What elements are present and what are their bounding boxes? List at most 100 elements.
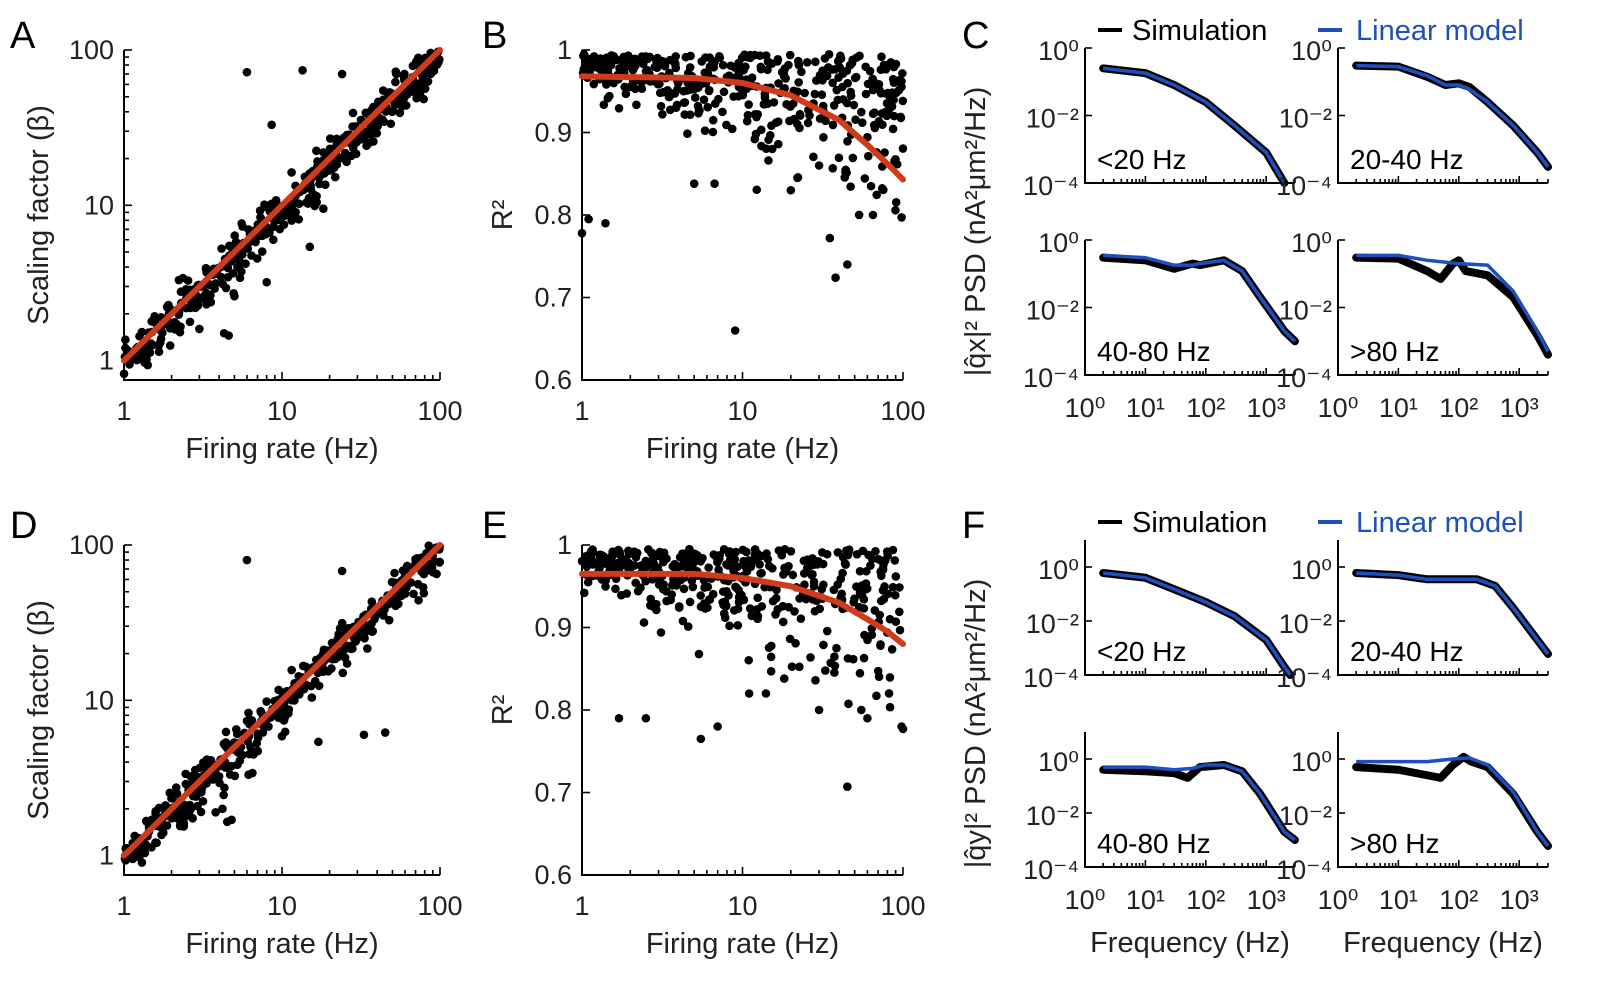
data-point (225, 770, 235, 779)
data-point (697, 57, 707, 66)
data-point (142, 355, 151, 364)
data-point (380, 728, 390, 737)
data-point (294, 199, 304, 208)
x-tick-label: 1 (574, 396, 589, 426)
data-point (139, 846, 149, 855)
data-point (744, 655, 753, 665)
data-point (843, 137, 852, 146)
panel-label: F (962, 505, 985, 547)
data-point (320, 168, 329, 178)
data-point (367, 627, 377, 637)
data-point (257, 231, 267, 241)
data-point (235, 261, 244, 271)
data-point (897, 213, 906, 222)
data-point (583, 577, 593, 587)
data-point (891, 198, 901, 207)
data-point (238, 750, 247, 760)
data-point (218, 804, 227, 814)
data-point (842, 168, 851, 178)
data-point (752, 185, 762, 195)
data-point (708, 115, 718, 125)
data-point (729, 606, 739, 615)
data-point (685, 550, 695, 559)
x-tick-label: 10¹ (1126, 885, 1165, 915)
data-point (420, 84, 430, 93)
data-point (603, 93, 613, 103)
data-point (621, 89, 631, 99)
data-point (799, 569, 809, 578)
data-point (319, 204, 328, 214)
data-point (133, 353, 142, 362)
x-tick-label: 10³ (1500, 393, 1539, 423)
data-point (325, 144, 335, 154)
data-point (230, 291, 239, 301)
legend: Simulation Linear model (1098, 507, 1524, 539)
data-point (887, 102, 897, 111)
data-point (685, 110, 695, 120)
data-point (750, 50, 760, 60)
data-point (730, 555, 740, 564)
data-point (891, 205, 900, 215)
data-point (822, 626, 832, 636)
data-point (214, 772, 224, 781)
psd-subplot: 10⁰ 10⁻² 10⁻⁴ <20 Hz (1023, 540, 1296, 693)
data-point (885, 94, 895, 103)
x-tick-label: 10¹ (1126, 393, 1165, 423)
data-point (178, 273, 188, 283)
data-point (683, 622, 693, 631)
data-point (359, 730, 369, 740)
x-tick-label: 10³ (1500, 885, 1539, 915)
model-line (1356, 756, 1550, 848)
band-label: >80 Hz (1350, 336, 1440, 367)
data-point (817, 90, 827, 100)
y-tick-label: 10⁰ (1291, 747, 1332, 777)
x-tick-label: 100 (880, 891, 925, 921)
data-point (890, 590, 900, 600)
data-point (795, 662, 804, 672)
data-point (351, 149, 361, 159)
data-point (665, 55, 675, 65)
data-point (750, 134, 760, 144)
data-point (378, 115, 387, 124)
data-point (176, 287, 186, 297)
data-point (898, 96, 908, 106)
data-point (285, 205, 295, 215)
data-point (836, 51, 845, 61)
data-point (151, 838, 160, 847)
data-point (857, 705, 866, 715)
data-point (891, 572, 901, 581)
data-point (866, 561, 875, 570)
data-point (855, 668, 865, 678)
y-tick-label: 10⁻² (1279, 609, 1332, 639)
data-point (778, 617, 788, 627)
data-point (679, 98, 689, 107)
data-point (737, 590, 746, 600)
data-point (283, 705, 293, 715)
y-tick-label: 10⁰ (1038, 747, 1079, 777)
x-axis-label: Firing rate (Hz) (185, 433, 378, 465)
data-point (215, 778, 224, 788)
data-point (373, 121, 382, 131)
data-point (870, 108, 879, 118)
data-point (119, 369, 129, 379)
data-point (828, 163, 838, 173)
data-point (294, 215, 304, 224)
model-line (1356, 63, 1550, 168)
y-tick-label: 10⁻⁴ (1276, 171, 1332, 201)
model-line (1102, 66, 1286, 184)
data-point (764, 135, 773, 145)
y-tick-label: 10⁰ (1291, 36, 1332, 66)
fit-line (121, 47, 443, 364)
y-tick-label: 1 (557, 530, 572, 560)
band-label: 40-80 Hz (1097, 336, 1211, 367)
data-point (171, 783, 181, 792)
y-tick-label: 10⁻² (1279, 296, 1332, 326)
x-tick-label: 10³ (1247, 393, 1286, 423)
data-point (783, 563, 792, 573)
data-point (176, 322, 185, 332)
data-point (752, 112, 761, 122)
y-tick-label: 10⁻⁴ (1276, 855, 1332, 885)
data-point (883, 551, 892, 561)
data-point (876, 596, 886, 606)
